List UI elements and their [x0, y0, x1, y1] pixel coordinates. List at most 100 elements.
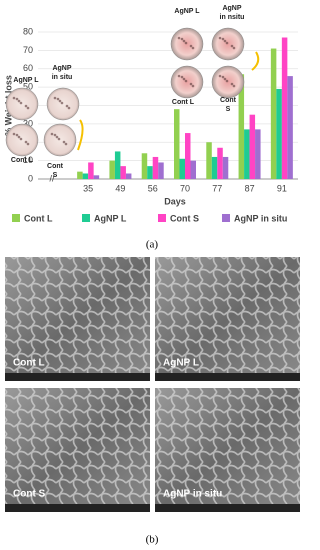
photo-speck [19, 137, 23, 141]
inset-label: in situ [52, 74, 73, 81]
photo-speck [60, 101, 64, 105]
bar [190, 160, 196, 179]
bar [109, 160, 115, 179]
photo-speck [15, 97, 19, 101]
inset-label: S [226, 106, 231, 113]
axis-break: // [49, 173, 55, 183]
bar [281, 37, 288, 180]
legend-swatch [12, 214, 20, 222]
bar [141, 153, 148, 179]
photo-speck [24, 140, 28, 144]
x-tick-label: 49 [115, 183, 125, 193]
inset-label: AgNP [52, 65, 71, 72]
inset-label: AgNP L [13, 77, 39, 84]
bar [255, 129, 261, 179]
photo-speck [230, 44, 234, 48]
legend-label: AgNP L [94, 213, 127, 223]
bar [77, 171, 83, 179]
photo-speck [177, 74, 181, 78]
arrow [251, 51, 260, 71]
inset-label: Cont [220, 97, 237, 104]
photo [170, 65, 204, 99]
photo-speck [230, 82, 234, 86]
photo-speck [232, 84, 236, 88]
bar [206, 142, 212, 179]
sem-scalebar [5, 373, 150, 381]
x-tick-label: 91 [277, 183, 287, 193]
bar [114, 151, 121, 179]
photo-speck [56, 97, 60, 101]
x-axis-title: Days [164, 196, 186, 206]
y-tick-label: 0 [28, 173, 33, 183]
sem-label: AgNP L [163, 358, 199, 369]
photo-speck [225, 41, 229, 45]
bar [82, 173, 89, 179]
photo-speck [17, 135, 21, 139]
bar [93, 175, 100, 179]
bar [270, 48, 277, 179]
bar [152, 156, 159, 179]
y-tick-label: 80 [23, 26, 33, 36]
sem-label: AgNP in situ [163, 489, 222, 500]
photo-speck [218, 36, 222, 40]
photo-speck [184, 41, 188, 45]
photo-speck [64, 142, 68, 146]
photo [5, 123, 39, 157]
bar [287, 76, 293, 179]
legend-label: Cont L [24, 213, 53, 223]
photo-speck [55, 135, 59, 139]
insets: AgNP L AgNP in situ Cont L Cont S AgNP L AgNP in… [5, 5, 260, 179]
legend-label: Cont S [170, 213, 199, 223]
x-tick-label: 87 [245, 183, 255, 193]
bar [185, 133, 191, 179]
x-tick-label: 56 [148, 183, 158, 193]
photo-speck [221, 37, 225, 41]
y-tick-label: 70 [23, 45, 33, 55]
bar [125, 173, 132, 179]
photo-speck [182, 77, 186, 81]
inset-label: Cont L [11, 157, 34, 164]
photo-speck [223, 77, 227, 81]
photo [211, 27, 245, 61]
photo [211, 65, 245, 99]
inset-label: AgNP [222, 5, 241, 12]
photo-speck [189, 82, 193, 86]
photo [170, 27, 204, 61]
inset-label: Cont L [172, 99, 195, 106]
photo-speck [58, 99, 62, 103]
sem-texture [5, 388, 150, 512]
sem-label: Cont L [13, 358, 45, 369]
y-tick-label: 60 [23, 63, 33, 73]
inset-label: Cont [47, 163, 64, 170]
y-tick-label: 30 [23, 118, 33, 128]
bar [179, 158, 185, 179]
figure: 01020304050607080//% Weight lossDays3549… [3, 5, 300, 546]
bar [222, 156, 229, 179]
legend-label: AgNP in situ [234, 213, 287, 223]
photo-speck [180, 75, 184, 79]
x-tick-label: 70 [180, 183, 190, 193]
bar [217, 147, 223, 179]
bar [276, 88, 282, 179]
photo-speck [53, 96, 57, 100]
photo-speck [12, 96, 16, 100]
photo-speck [12, 132, 16, 136]
bar [120, 166, 126, 179]
y-tick-label: 50 [23, 82, 33, 92]
photo-speck [182, 39, 186, 43]
bar [147, 166, 153, 179]
photo-speck [26, 142, 30, 146]
photo-speck [189, 44, 193, 48]
caption: (a) [146, 239, 159, 251]
inset-label: S [53, 172, 58, 179]
sem-scalebar [155, 373, 300, 381]
bar [211, 156, 218, 179]
photo-speck [221, 75, 225, 79]
photo-speck [26, 106, 30, 110]
sem-texture [155, 388, 300, 512]
legend-swatch [82, 214, 90, 222]
legend-swatch [222, 214, 230, 222]
photo-speck [53, 133, 57, 137]
sem-texture [155, 257, 300, 381]
legend-swatch [158, 214, 166, 222]
